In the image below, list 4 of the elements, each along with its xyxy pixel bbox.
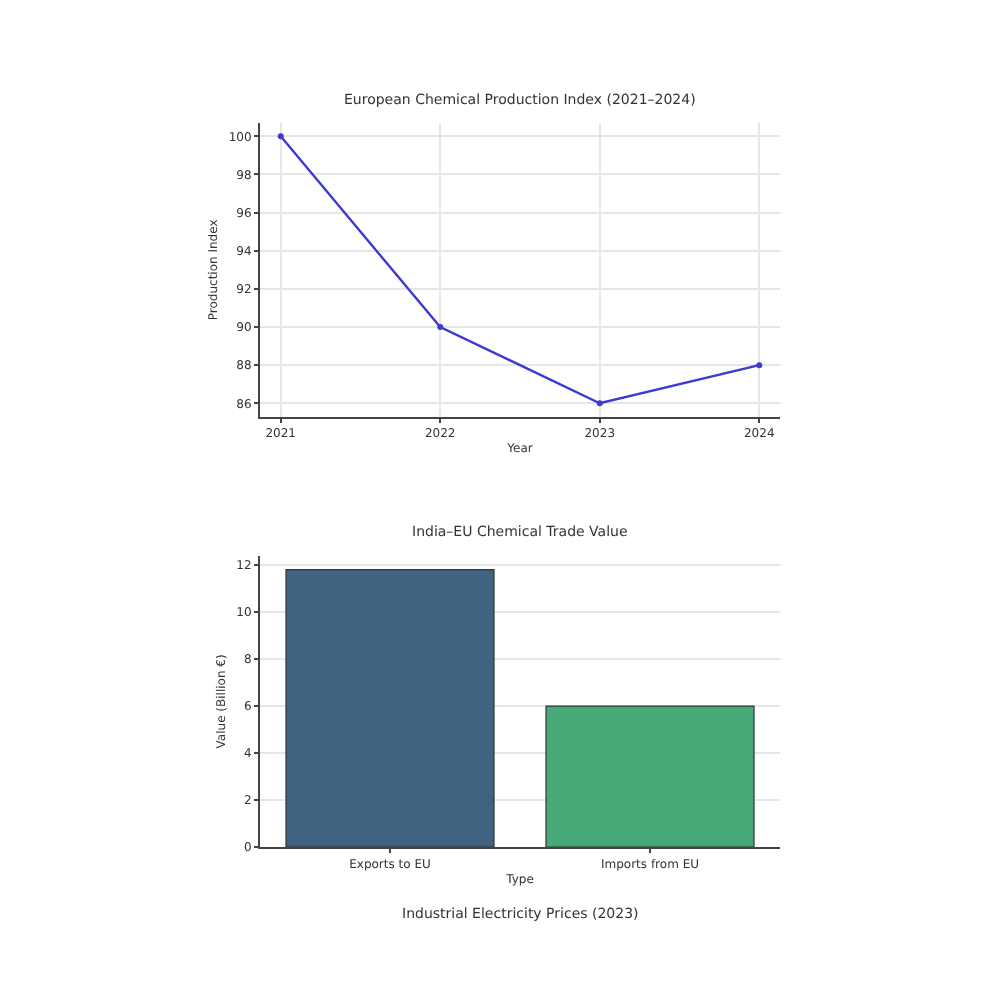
point: [756, 362, 763, 369]
point: [437, 324, 444, 331]
point: [277, 133, 284, 140]
point: [596, 400, 603, 407]
